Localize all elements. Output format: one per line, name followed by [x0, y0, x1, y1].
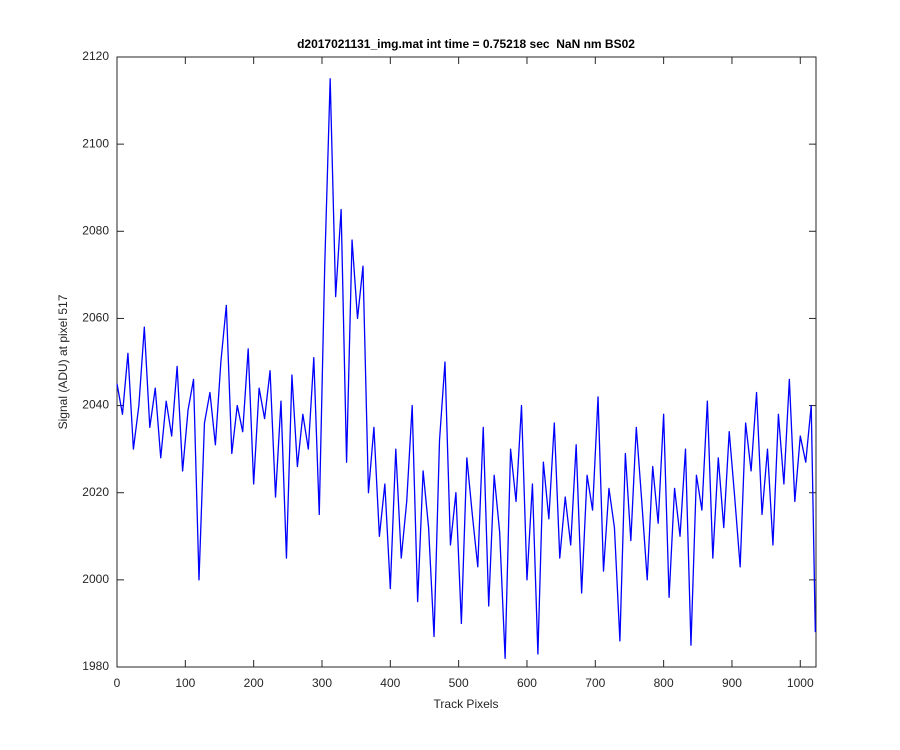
- x-tick-label: 700: [585, 676, 605, 690]
- chart-title: d2017021131_img.mat int time = 0.75218 s…: [297, 37, 635, 51]
- x-tick-label: 500: [449, 676, 469, 690]
- x-tick-label: 200: [244, 676, 264, 690]
- y-tick-label: 2100: [82, 136, 109, 150]
- x-tick-label: 100: [175, 676, 195, 690]
- x-axis-label: Track Pixels: [434, 697, 499, 711]
- y-axis-label: Signal (ADU) at pixel 517: [56, 294, 70, 429]
- y-tick-label: 2120: [82, 49, 109, 63]
- plot-box: [116, 56, 817, 668]
- y-tick-label: 1980: [82, 659, 109, 673]
- data-line: [116, 78, 816, 659]
- x-tick-label: 400: [380, 676, 400, 690]
- x-tick-label: 900: [722, 676, 742, 690]
- y-tick-label: 2040: [82, 398, 109, 412]
- y-tick-label: 2020: [82, 485, 109, 499]
- y-tick-label: 2000: [82, 572, 109, 586]
- x-tick-label: 300: [312, 676, 332, 690]
- x-tick-label: 600: [517, 676, 537, 690]
- y-tick-label: 2080: [82, 223, 109, 237]
- x-tick-label: 1000: [787, 676, 814, 690]
- x-tick-label: 0: [114, 676, 121, 690]
- x-tick-label: 800: [654, 676, 674, 690]
- y-tick-label: 2060: [82, 311, 109, 325]
